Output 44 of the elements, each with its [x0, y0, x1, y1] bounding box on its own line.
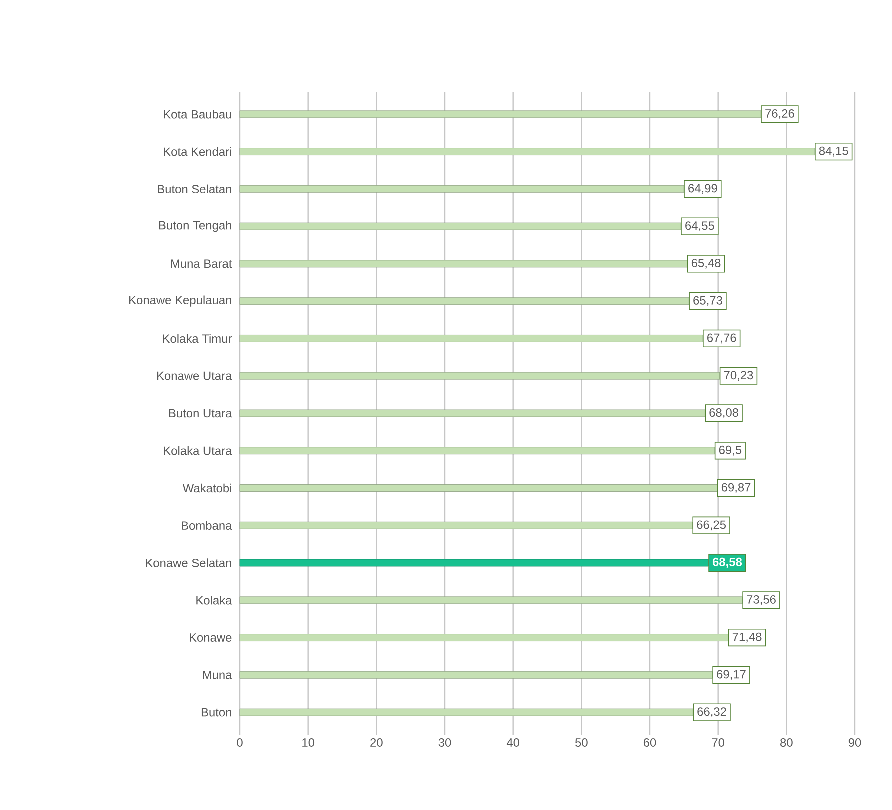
- data-label: 71,48: [732, 632, 762, 643]
- y-tick-label: Wakatobi: [182, 484, 232, 493]
- x-tick-label: 70: [712, 738, 725, 747]
- x-tick-label: 10: [302, 738, 315, 747]
- data-label: 64,99: [688, 184, 718, 194]
- data-label: 65,48: [692, 259, 721, 269]
- y-tick-label: Bombana: [182, 521, 232, 530]
- data-label: 68,08: [710, 408, 738, 418]
- data-label: 68,58: [712, 558, 742, 568]
- x-tick-label: 40: [506, 738, 520, 747]
- y-tick-label: Muna: [203, 671, 232, 680]
- x-tick-label: 20: [370, 738, 383, 747]
- data-label: 69,5: [719, 446, 742, 456]
- y-tick-label: Muna Barat: [171, 260, 232, 268]
- data-label: 67,76: [708, 334, 736, 344]
- x-tick-label: 30: [438, 738, 452, 747]
- data-label: 69,17: [717, 670, 746, 680]
- data-label: 65,73: [694, 296, 722, 306]
- y-tick-label: Kota Kendari: [164, 147, 232, 156]
- y-tick-label: Konawe Utara: [157, 372, 232, 380]
- data-label: 66,32: [698, 708, 726, 718]
- y-tick-label: Konawe: [190, 634, 232, 642]
- y-tick-label: Konawe Selatan: [146, 558, 232, 568]
- data-label: 64,55: [686, 222, 714, 232]
- y-tick-label: Buton Utara: [169, 409, 232, 418]
- data-label: 73,56: [747, 595, 776, 606]
- data-label: 69,87: [722, 483, 751, 494]
- x-tick-label: 50: [576, 738, 588, 747]
- x-tick-label: 0: [237, 738, 243, 747]
- x-tick-label: 80: [780, 738, 793, 747]
- y-tick-label: Konawe Kepulauan: [130, 296, 232, 307]
- data-label: 76,26: [766, 109, 794, 120]
- x-tick-label: 60: [644, 738, 656, 747]
- y-tick-label: Kolaka Utara: [164, 446, 232, 456]
- data-label: 66,25: [697, 520, 726, 531]
- y-tick-label: Kolaka: [196, 596, 232, 605]
- x-tick-label: 90: [848, 738, 862, 747]
- data-label: 70,23: [724, 371, 754, 382]
- data-label: 84,15: [819, 146, 848, 157]
- y-tick-label: Buton Tengah: [159, 220, 232, 232]
- y-tick-label: Kolaka Timur: [163, 334, 232, 344]
- y-tick-label: Kota Baubau: [164, 110, 232, 119]
- y-tick-label: Buton Selatan: [158, 184, 232, 194]
- y-tick-label: Buton: [202, 708, 232, 717]
